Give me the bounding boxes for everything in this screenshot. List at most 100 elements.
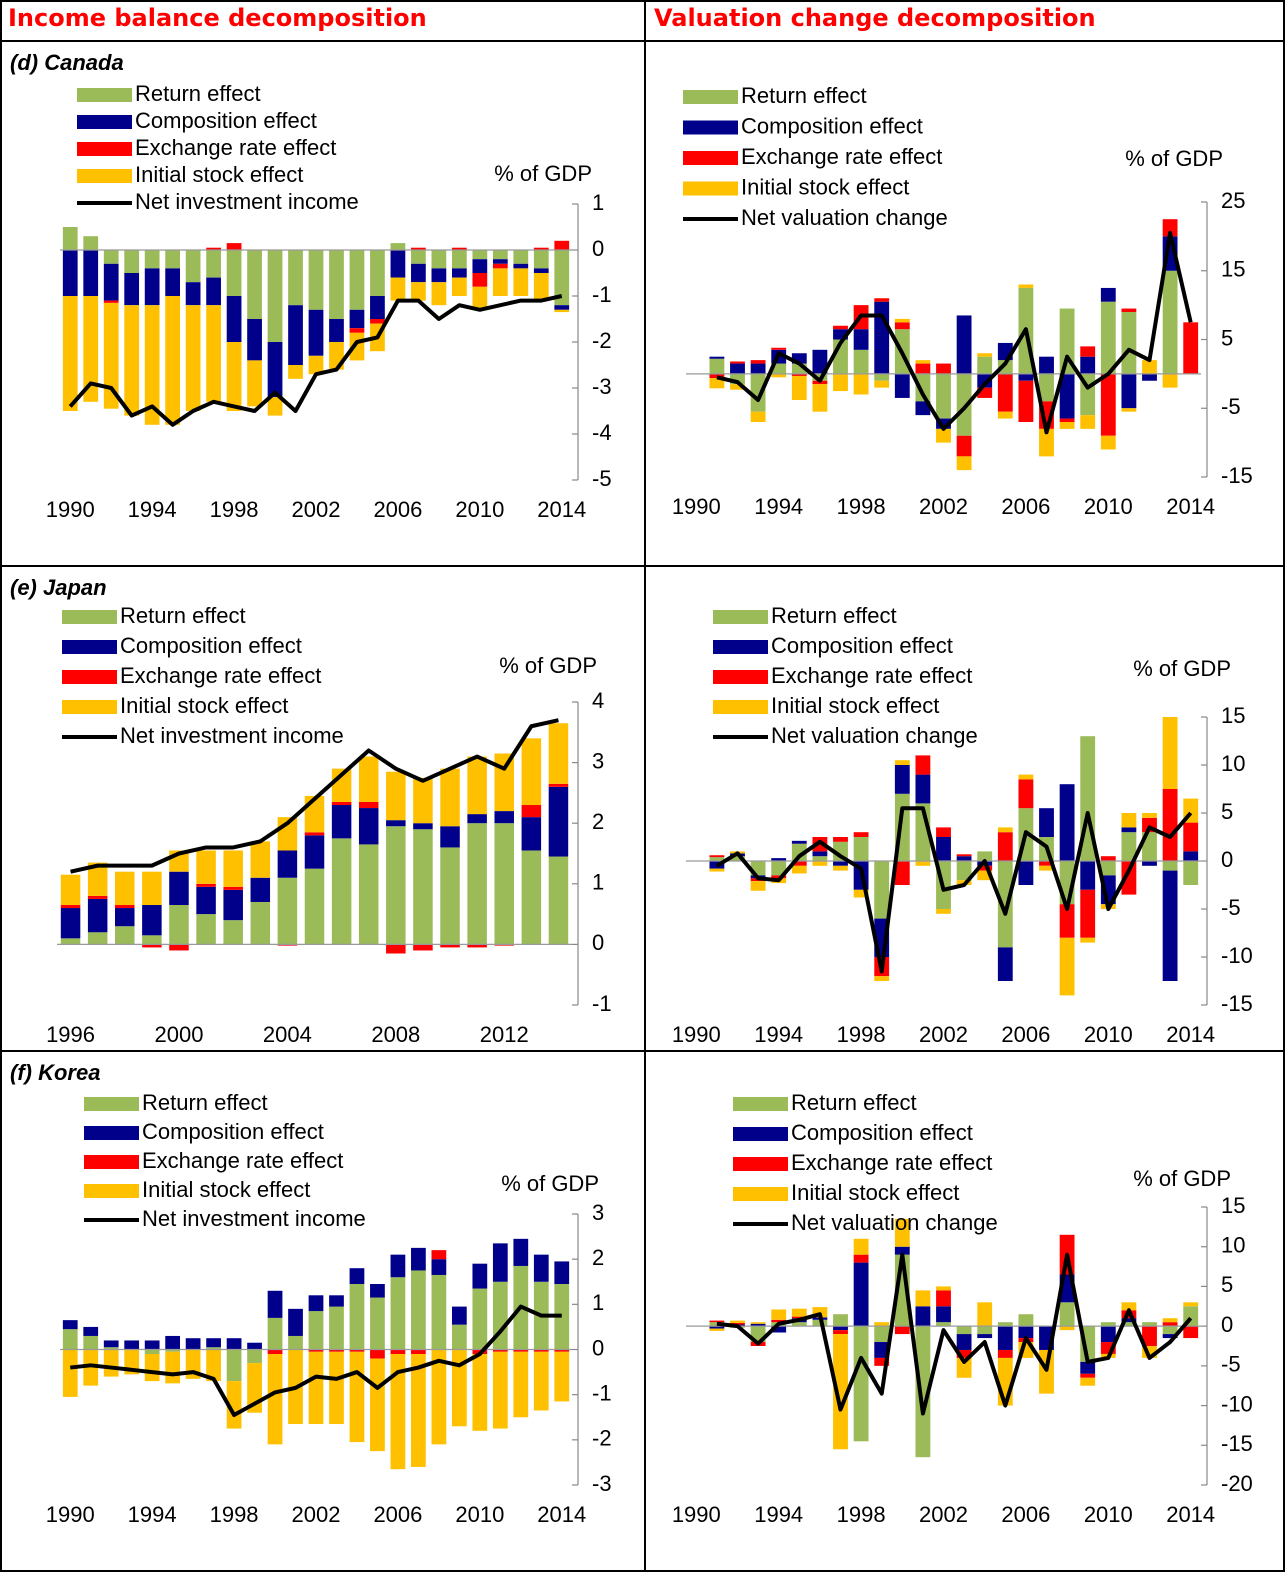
bar xyxy=(492,263,508,269)
bar xyxy=(308,1349,324,1352)
x-tick-label: 2006 xyxy=(1001,494,1050,519)
y-tick-label: -1 xyxy=(592,282,612,307)
bar xyxy=(833,865,848,871)
bar xyxy=(853,373,869,395)
bar xyxy=(267,250,283,342)
bar xyxy=(936,1290,951,1307)
legend-swatch xyxy=(77,142,132,156)
bar xyxy=(936,1286,951,1291)
bar xyxy=(1080,346,1096,357)
bar xyxy=(730,856,745,861)
bar xyxy=(521,738,542,806)
bar xyxy=(247,319,262,361)
bar xyxy=(730,1322,745,1325)
bar xyxy=(349,1351,365,1443)
bar xyxy=(1018,774,1034,780)
border xyxy=(0,1050,1285,1052)
bar xyxy=(709,358,725,374)
y-tick-label: 0 xyxy=(592,236,604,261)
bar xyxy=(103,1340,119,1348)
bar xyxy=(1039,428,1054,457)
bar xyxy=(206,1347,221,1350)
x-tick-label: 1998 xyxy=(210,497,259,522)
bar xyxy=(304,832,325,836)
bar xyxy=(247,1349,262,1364)
legend-label: Exchange rate effect xyxy=(771,663,972,688)
bar xyxy=(115,905,135,909)
bar xyxy=(1162,789,1178,861)
chart: % of GDP -20 -15 -10 -5 0 5 10 15 1990 1994 1998 200… xyxy=(672,1090,1253,1527)
bar xyxy=(894,861,910,885)
bar xyxy=(936,1306,951,1323)
x-tick-label: 2014 xyxy=(537,497,586,522)
bar xyxy=(533,273,549,301)
bar xyxy=(874,298,890,302)
bar xyxy=(1183,322,1199,374)
legend-label: Initial stock effect xyxy=(120,693,288,718)
bar xyxy=(833,1314,848,1327)
line xyxy=(716,1252,1193,1416)
bar xyxy=(936,837,951,861)
x-tick-label: 1998 xyxy=(837,1502,886,1527)
bar xyxy=(358,808,379,845)
bar xyxy=(226,1381,242,1429)
bar xyxy=(223,850,243,887)
y-tick-label: 0 xyxy=(1221,847,1233,872)
x-tick-label: 2006 xyxy=(1001,1022,1050,1047)
legend-label: Initial stock effect xyxy=(771,693,939,718)
bar xyxy=(267,397,283,416)
bar xyxy=(165,250,181,269)
column-header: Income balance decomposition xyxy=(8,4,427,32)
bar xyxy=(288,1335,303,1350)
border xyxy=(1283,0,1285,1572)
bar xyxy=(250,877,271,902)
legend-label: Net investment income xyxy=(120,723,344,748)
bar xyxy=(791,865,807,874)
bar xyxy=(874,1342,890,1358)
bar xyxy=(977,1326,993,1335)
bar xyxy=(833,1326,848,1331)
legend-label: Exchange rate effect xyxy=(120,663,321,688)
bar xyxy=(185,305,201,411)
bar xyxy=(791,861,807,866)
bar xyxy=(226,296,242,342)
bar xyxy=(853,889,869,898)
chart: (f) Korea % of GDP -3 -2 -1 0 1 2 3 1990 1994 1998 2… xyxy=(10,1060,612,1527)
bar xyxy=(956,1326,972,1335)
bar xyxy=(1039,373,1054,402)
x-tick-label: 1994 xyxy=(754,1502,803,1527)
bar xyxy=(87,898,108,933)
bar xyxy=(853,1254,869,1263)
bar xyxy=(206,1338,221,1348)
bar xyxy=(771,858,787,861)
y-tick-label: 25 xyxy=(1221,188,1245,213)
bar xyxy=(62,227,78,250)
bar xyxy=(206,277,221,306)
bar xyxy=(554,240,570,250)
y-axis-label: % of GDP xyxy=(1133,1166,1231,1191)
bar xyxy=(1059,1302,1075,1327)
legend-label: Return effect xyxy=(771,603,897,628)
bar xyxy=(977,1302,993,1327)
bar xyxy=(997,827,1013,833)
y-tick-label: 2 xyxy=(592,1245,604,1270)
bar xyxy=(250,841,271,878)
border xyxy=(644,0,646,1572)
bar xyxy=(554,1351,570,1402)
bar xyxy=(103,250,119,264)
bar xyxy=(915,755,931,775)
bar xyxy=(411,250,426,264)
bar xyxy=(494,811,514,824)
legend-label: Net valuation change xyxy=(741,205,948,230)
bar xyxy=(277,944,298,946)
legend-swatch xyxy=(683,151,738,165)
bar xyxy=(472,286,488,310)
bar xyxy=(494,944,514,946)
bar xyxy=(115,926,135,945)
bar xyxy=(472,1288,488,1350)
y-tick-label: 3 xyxy=(592,748,604,773)
legend-swatch xyxy=(62,640,117,654)
bar xyxy=(1100,1322,1116,1327)
bar xyxy=(431,1349,447,1445)
bar xyxy=(1162,1318,1178,1323)
